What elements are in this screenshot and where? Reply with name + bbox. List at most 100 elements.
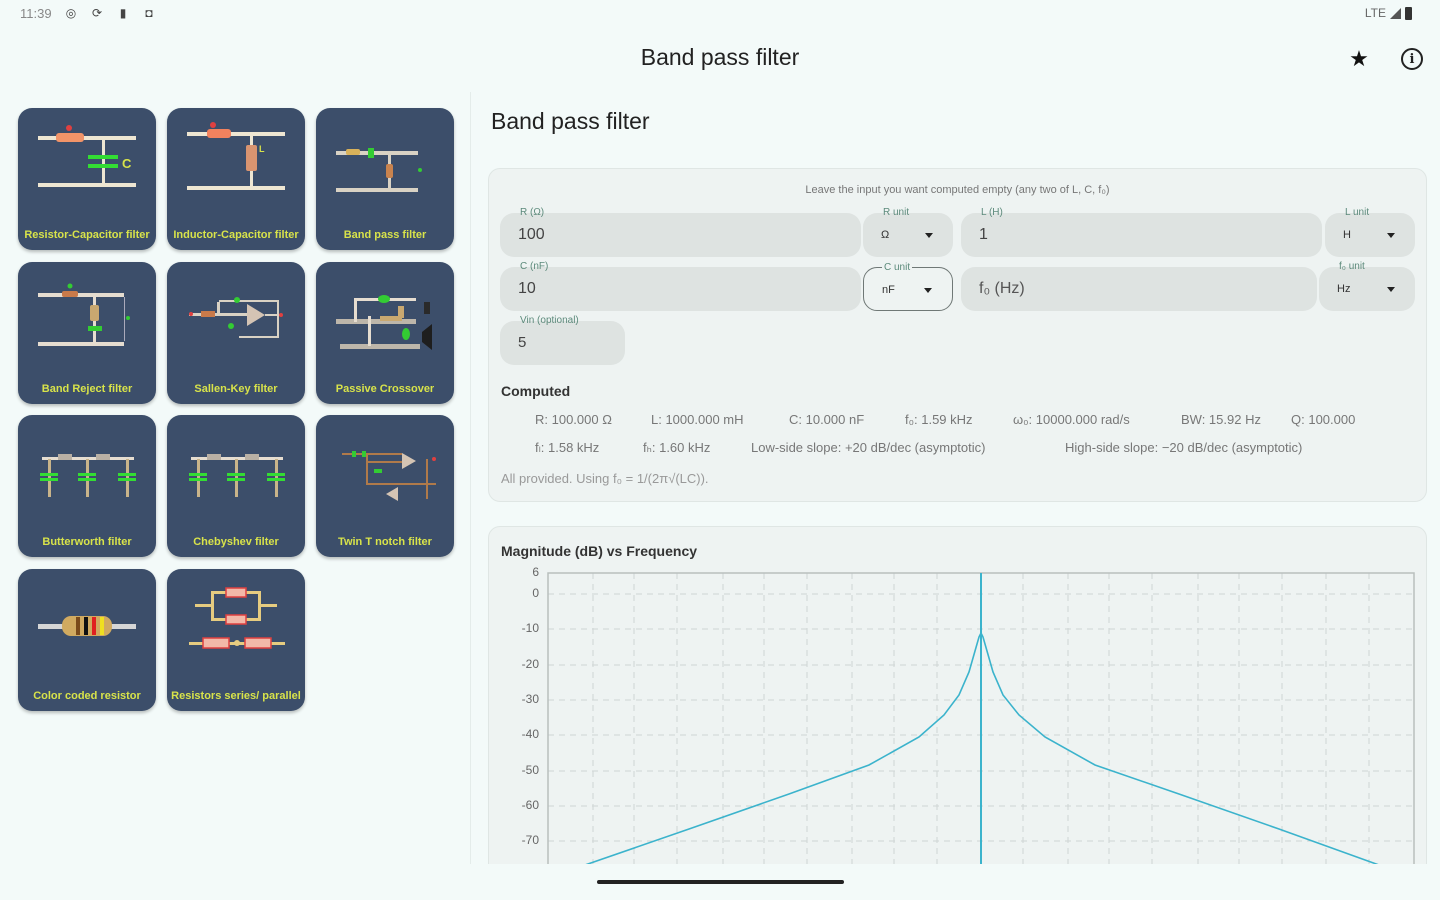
c-field[interactable]: C (nF) 10	[500, 261, 861, 311]
chart-card: Magnitude (dB) vs Frequency 6 0 -10 -20 …	[488, 526, 1427, 886]
tile-resistors-series-parallel[interactable]: Resistors series/ parallel	[167, 569, 305, 711]
r-unit-label: R unit	[883, 207, 910, 218]
y-tick: -20	[521, 657, 539, 671]
computed-bw: BW: 15.92 Hz	[1181, 412, 1261, 427]
status-time: 11:39	[20, 6, 52, 21]
l-unit-label: L unit	[1345, 207, 1370, 218]
c-unit-label: C unit	[882, 262, 913, 274]
tile-sallen-key[interactable]: Sallen-Key filter	[167, 262, 305, 404]
computed-low-slope: Low-side slope: +20 dB/dec (asymptotic)	[751, 440, 986, 455]
info-button[interactable]: i	[1397, 44, 1427, 74]
svg-text:C: C	[122, 156, 132, 171]
y-tick: -70	[521, 833, 539, 847]
computed-f0: f₀: 1.59 kHz	[905, 412, 973, 427]
tile-label: Twin T notch filter	[338, 536, 432, 548]
f0-field[interactable]: f₀ (Hz)	[961, 267, 1317, 311]
l-field-label: L (H)	[981, 207, 1003, 218]
target-icon: ◎	[65, 6, 77, 20]
tile-chebyshev[interactable]: Chebyshev filter	[167, 415, 305, 557]
computed-fl: fₗ: 1.58 kHz	[535, 440, 600, 455]
computed-l: L: 1000.000 mH	[651, 412, 744, 427]
section-title: Band pass filter	[491, 108, 650, 134]
status-bar: 11:39 ◎ ⟳ ▮ ◘ LTE	[0, 0, 1440, 30]
tile-band-reject[interactable]: Band Reject filter	[18, 262, 156, 404]
l-unit-select[interactable]: L unit H	[1325, 207, 1415, 257]
computed-fh: fₕ: 1.60 kHz	[643, 440, 711, 455]
computation-note: All provided. Using f₀ = 1/(2π√(LC)).	[501, 471, 709, 486]
square-icon: ◘	[145, 6, 153, 20]
y-tick: 6	[532, 565, 539, 579]
c-unit-value: nF	[882, 284, 895, 296]
tile-label: Resistors series/ parallel	[171, 690, 301, 702]
tile-label: Chebyshev filter	[193, 536, 279, 548]
chevron-down-icon	[925, 233, 933, 238]
twin-t-icon	[342, 451, 436, 501]
band-reject-icon	[38, 283, 130, 346]
c-field-value: 10	[518, 280, 536, 297]
chevron-down-icon	[924, 288, 932, 293]
f0-unit-select[interactable]: f₀ unit Hz	[1319, 261, 1415, 311]
tile-label: Band Reject filter	[41, 383, 133, 395]
input-hint: Leave the input you want computed empty …	[805, 184, 1110, 196]
tile-rc-filter[interactable]: C Resistor-Capacitor filter	[18, 108, 156, 250]
y-tick: -60	[521, 798, 539, 812]
c-field-label: C (nF)	[520, 261, 549, 272]
tile-label: Resistor-Capacitor filter	[24, 229, 150, 241]
tile-twin-t-notch[interactable]: Twin T notch filter	[316, 415, 454, 557]
y-tick: 0	[532, 586, 539, 600]
tile-band-pass[interactable]: Band pass filter	[316, 108, 454, 250]
tile-lc-filter[interactable]: L Inductor-Capacitor filter	[167, 108, 305, 250]
f0-unit-label: f₀ unit	[1339, 261, 1365, 272]
f0-unit-value: Hz	[1337, 283, 1351, 295]
pane-divider	[470, 92, 471, 864]
computed-r: R: 100.000 Ω	[535, 412, 612, 427]
y-tick: -10	[521, 621, 539, 635]
resistor-network-icon	[189, 587, 285, 649]
system-status: LTE	[1365, 6, 1412, 20]
f0-field-placeholder: f₀ (Hz)	[979, 280, 1025, 297]
signal-icon	[1390, 7, 1401, 19]
tile-passive-crossover[interactable]: Passive Crossover	[316, 262, 454, 404]
vin-field-label: Vin (optional)	[520, 315, 579, 326]
network-label: LTE	[1364, 6, 1386, 20]
r-unit-select[interactable]: R unit Ω	[863, 207, 953, 257]
chevron-down-icon	[1387, 287, 1395, 292]
chart-title: Magnitude (dB) vs Frequency	[501, 543, 698, 559]
tile-label: Band pass filter	[343, 229, 427, 241]
band-pass-icon	[336, 148, 422, 192]
tile-butterworth[interactable]: Butterworth filter	[18, 415, 156, 557]
info-icon: i	[1401, 48, 1423, 70]
tile-label: Inductor-Capacitor filter	[173, 229, 299, 241]
battery-icon	[1405, 6, 1412, 20]
home-indicator[interactable]	[597, 880, 844, 884]
star-icon: ★	[1349, 46, 1369, 71]
vin-field-value: 5	[518, 334, 527, 351]
sync-icon: ⟳	[91, 6, 103, 20]
computed-c: C: 10.000 nF	[789, 412, 865, 427]
l-field[interactable]: L (H) 1	[961, 207, 1322, 257]
crossover-icon	[336, 295, 432, 350]
chebyshev-icon	[189, 454, 285, 497]
chevron-down-icon	[1387, 233, 1395, 238]
computed-high-slope: High-side slope: −20 dB/dec (asymptotic)	[1065, 440, 1303, 455]
y-tick: -50	[521, 763, 539, 777]
tile-color-coded-resistor[interactable]: Color coded resistor	[18, 569, 156, 711]
r-field-label: R (Ω)	[520, 207, 545, 218]
computed-omega0: ω₀: 10000.000 rad/s	[1013, 412, 1130, 427]
tile-label: Passive Crossover	[335, 383, 435, 395]
c-unit-select[interactable]: C unit nF	[863, 262, 953, 311]
computed-q: Q: 100.000	[1291, 412, 1356, 427]
tile-label: Color coded resistor	[33, 690, 141, 702]
y-tick: -30	[521, 692, 539, 706]
clipboard-icon: ▮	[119, 6, 127, 20]
vin-field[interactable]: Vin (optional) 5	[500, 315, 625, 365]
l-field-value: 1	[979, 226, 988, 243]
favorite-button[interactable]: ★	[1344, 44, 1374, 74]
magnitude-plot[interactable]	[489, 527, 1427, 886]
r-unit-value: Ω	[881, 229, 890, 241]
r-field-value: 100	[518, 226, 545, 243]
r-field[interactable]: R (Ω) 100	[500, 207, 861, 257]
sallen-key-icon	[189, 297, 283, 338]
resistor-color-icon	[38, 616, 136, 636]
tile-label: Sallen-Key filter	[194, 383, 278, 395]
